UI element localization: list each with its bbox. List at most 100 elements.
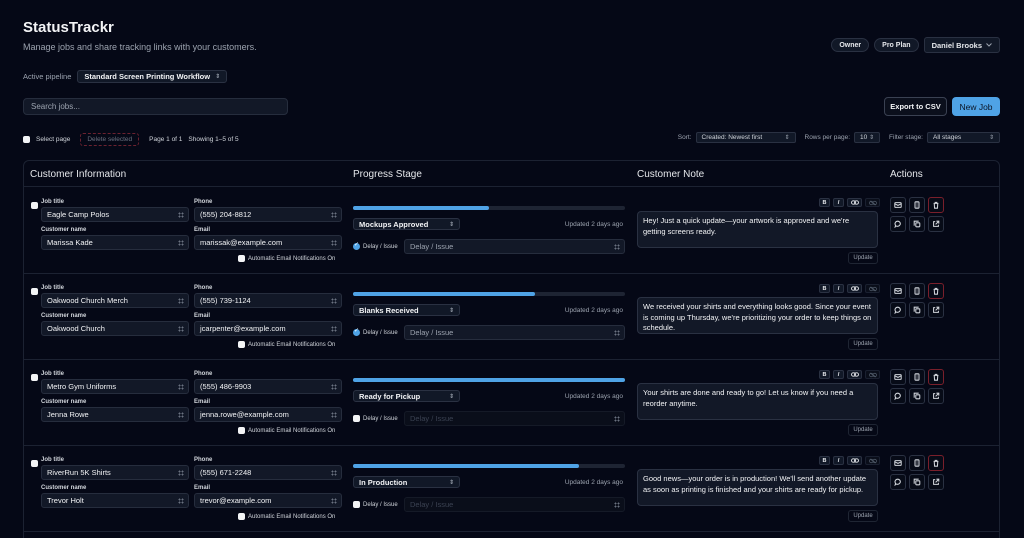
delay-toggle[interactable]: Delay / Issue (353, 415, 398, 422)
delay-input[interactable]: Delay / Issue (404, 497, 625, 512)
sms-customer-button[interactable] (909, 369, 925, 385)
comment-button[interactable] (890, 388, 906, 404)
comment-button[interactable] (890, 302, 906, 318)
delay-input[interactable]: Delay / Issue (404, 325, 625, 340)
job-title-input[interactable]: Metro Gym Uniforms (41, 379, 189, 394)
link-button[interactable] (847, 284, 862, 293)
export-csv-button[interactable]: Export to CSV (884, 97, 947, 116)
unlink-button[interactable] (865, 284, 880, 293)
bold-button[interactable]: B (819, 456, 830, 465)
job-title-input[interactable]: RiverRun 5K Shirts (41, 465, 189, 480)
pipeline-select[interactable]: Standard Screen Printing Workflow ⇕ (77, 70, 228, 83)
open-tracking-link-button[interactable] (928, 388, 944, 404)
italic-button[interactable]: I (833, 456, 844, 465)
email-customer-button[interactable] (890, 369, 906, 385)
search-input[interactable]: Search jobs... (23, 98, 288, 115)
phone-input[interactable]: (555) 204-8812 (194, 207, 342, 222)
open-tracking-link-button[interactable] (928, 474, 944, 490)
stage-select[interactable]: In Production ⇕ (353, 476, 460, 488)
unlink-button[interactable] (865, 456, 880, 465)
bold-button[interactable]: B (819, 198, 830, 207)
delete-job-button[interactable] (928, 197, 944, 213)
row-select-checkbox[interactable] (31, 460, 38, 467)
phone-input[interactable]: (555) 671-2248 (194, 465, 342, 480)
delay-checkbox[interactable] (353, 501, 360, 508)
link-button[interactable] (847, 198, 862, 207)
link-button[interactable] (847, 456, 862, 465)
delete-selected-button[interactable]: Delete selected (80, 133, 140, 146)
link-button[interactable] (847, 370, 862, 379)
auto-email-checkbox[interactable] (238, 427, 245, 434)
phone-input[interactable]: (555) 739-1124 (194, 293, 342, 308)
update-note-button[interactable]: Update (848, 252, 878, 264)
open-tracking-link-button[interactable] (928, 302, 944, 318)
email-input[interactable]: marissak@example.com (194, 235, 342, 250)
customer-name-input[interactable]: Marissa Kade (41, 235, 189, 250)
row-select-checkbox[interactable] (31, 374, 38, 381)
copy-link-button[interactable] (909, 302, 925, 318)
email-customer-button[interactable] (890, 455, 906, 471)
customer-note-textarea[interactable]: We received your shirts and everything l… (637, 297, 878, 334)
comment-button[interactable] (890, 474, 906, 490)
delay-input[interactable]: Delay / Issue (404, 239, 625, 254)
email-input[interactable]: jenna.rowe@example.com (194, 407, 342, 422)
open-tracking-link-button[interactable] (928, 216, 944, 232)
row-select-checkbox[interactable] (31, 288, 38, 295)
stage-select[interactable]: Mockups Approved ⇕ (353, 218, 460, 230)
bold-button[interactable]: B (819, 284, 830, 293)
delay-checkbox[interactable] (353, 415, 360, 422)
stage-select[interactable]: Ready for Pickup ⇕ (353, 390, 460, 402)
delay-checkbox[interactable] (353, 327, 360, 336)
email-customer-button[interactable] (890, 283, 906, 299)
unlink-button[interactable] (865, 370, 880, 379)
auto-email-checkbox[interactable] (238, 255, 245, 262)
job-title-input[interactable]: Oakwood Church Merch (41, 293, 189, 308)
select-page-checkbox[interactable] (23, 136, 30, 143)
bold-button[interactable]: B (819, 370, 830, 379)
customer-name-input[interactable]: Oakwood Church (41, 321, 189, 336)
update-note-button[interactable]: Update (848, 338, 878, 350)
italic-button[interactable]: I (833, 198, 844, 207)
delay-checkbox[interactable] (353, 241, 360, 250)
customer-note-textarea[interactable]: Hey! Just a quick update—your artwork is… (637, 211, 878, 248)
auto-email-toggle[interactable]: Automatic Email Notifications On (238, 255, 335, 262)
italic-button[interactable]: I (833, 370, 844, 379)
email-customer-button[interactable] (890, 197, 906, 213)
delay-input[interactable]: Delay / Issue (404, 411, 625, 426)
customer-note-textarea[interactable]: Good news—your order is in production! W… (637, 469, 878, 506)
customer-name-input[interactable]: Jenna Rowe (41, 407, 189, 422)
rows-per-page-select[interactable]: 10 ⇕ (854, 132, 881, 143)
email-input[interactable]: jcarpenter@example.com (194, 321, 342, 336)
auto-email-checkbox[interactable] (238, 341, 245, 348)
delete-job-button[interactable] (928, 455, 944, 471)
filter-stage-select[interactable]: All stages ⇕ (927, 132, 1000, 143)
delay-toggle[interactable]: Delay / Issue (353, 501, 398, 508)
update-note-button[interactable]: Update (848, 424, 878, 436)
customer-name-input[interactable]: Trevor Holt (41, 493, 189, 508)
stage-select[interactable]: Blanks Received ⇕ (353, 304, 460, 316)
italic-button[interactable]: I (833, 284, 844, 293)
copy-link-button[interactable] (909, 216, 925, 232)
sms-customer-button[interactable] (909, 197, 925, 213)
delay-toggle[interactable]: Delay / Issue (353, 327, 398, 336)
copy-link-button[interactable] (909, 474, 925, 490)
new-job-button[interactable]: New Job (952, 97, 1000, 116)
user-menu-button[interactable]: Daniel Brooks (923, 37, 1000, 53)
sort-select[interactable]: Created: Newest first ⇕ (695, 132, 796, 143)
phone-input[interactable]: (555) 486-9903 (194, 379, 342, 394)
email-input[interactable]: trevor@example.com (194, 493, 342, 508)
delay-toggle[interactable]: Delay / Issue (353, 241, 398, 250)
sms-customer-button[interactable] (909, 455, 925, 471)
job-title-input[interactable]: Eagle Camp Polos (41, 207, 189, 222)
auto-email-toggle[interactable]: Automatic Email Notifications On (238, 427, 335, 434)
sms-customer-button[interactable] (909, 283, 925, 299)
auto-email-toggle[interactable]: Automatic Email Notifications On (238, 513, 335, 520)
update-note-button[interactable]: Update (848, 510, 878, 522)
comment-button[interactable] (890, 216, 906, 232)
unlink-button[interactable] (865, 198, 880, 207)
customer-note-textarea[interactable]: Your shirts are done and ready to go! Le… (637, 383, 878, 420)
auto-email-toggle[interactable]: Automatic Email Notifications On (238, 341, 335, 348)
delete-job-button[interactable] (928, 283, 944, 299)
copy-link-button[interactable] (909, 388, 925, 404)
delete-job-button[interactable] (928, 369, 944, 385)
